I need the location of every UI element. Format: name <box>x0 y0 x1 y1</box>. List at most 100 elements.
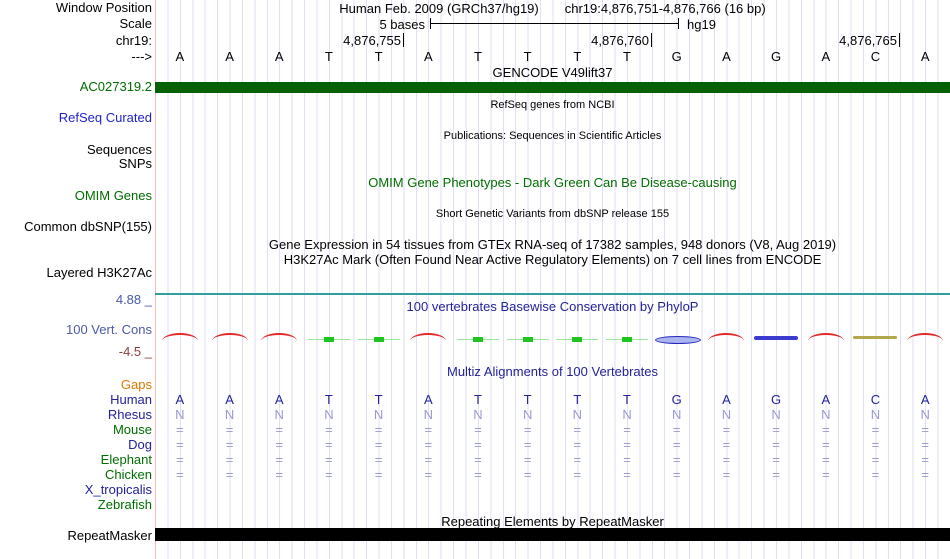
multiz-species-rhesus[interactable]: Rhesus <box>107 407 152 422</box>
multiz-cell: = <box>225 467 234 482</box>
conservation-mark-blue_bar <box>754 336 799 340</box>
multiz-cell: = <box>573 437 582 452</box>
multiz-cell: N <box>175 407 185 422</box>
multiz-cell: = <box>474 437 482 452</box>
track-label-layered-h3k27ac[interactable]: Layered H3K27Ac <box>46 265 152 280</box>
conservation-mark-red <box>410 333 447 341</box>
multiz-cell: = <box>772 452 780 467</box>
multiz-cell: A <box>423 392 433 407</box>
multiz-cell: = <box>176 422 184 437</box>
multiz-cell: T <box>573 392 582 407</box>
track-label--[interactable]: ---> <box>131 49 152 64</box>
conservation-mark-red <box>708 333 745 341</box>
multiz-cell: N <box>672 407 682 422</box>
multiz-cell: = <box>573 467 582 482</box>
multiz-species-chicken[interactable]: Chicken <box>105 467 152 482</box>
multiz-cell: = <box>921 452 929 467</box>
position-tick: 4,876,760 <box>559 33 652 48</box>
track-title[interactable]: 100 vertebrates Basewise Conservation by… <box>406 299 699 314</box>
track-title[interactable]: Multiz Alignments of 100 Vertebrates <box>446 364 658 379</box>
base-letter: T <box>473 49 482 64</box>
track-label-scale: Scale <box>119 16 152 31</box>
multiz-cell: N <box>721 407 732 422</box>
multiz-cell: = <box>871 467 880 482</box>
base-letter: G <box>671 49 682 64</box>
conservation-mark-green <box>606 336 649 343</box>
multiz-cell: N <box>771 407 781 422</box>
track-label-refseq-curated[interactable]: RefSeq Curated <box>58 110 152 125</box>
multiz-cell: N <box>622 407 632 422</box>
multiz-species-elephant[interactable]: Elephant <box>100 452 152 467</box>
multiz-cell: T <box>324 392 333 407</box>
base-letter: C <box>870 49 881 64</box>
track-title[interactable]: H3K27Ac Mark (Often Found Near Active Re… <box>283 252 822 267</box>
multiz-cell: = <box>623 467 631 482</box>
multiz-species-gaps[interactable]: Gaps <box>120 377 152 392</box>
track-title[interactable]: Short Genetic Variants from dbSNP releas… <box>435 208 670 220</box>
repeatmasker-element-bar[interactable] <box>155 528 950 541</box>
multiz-cell: = <box>474 452 482 467</box>
track-label-repeatmasker[interactable]: RepeatMasker <box>67 528 152 543</box>
multiz-cell: = <box>275 452 284 467</box>
scale-ruler-line <box>430 18 679 29</box>
track-label-common-dbsnp-155-[interactable]: Common dbSNP(155) <box>24 219 152 234</box>
multiz-species-mouse[interactable]: Mouse <box>112 422 152 437</box>
track-title[interactable]: Repeating Elements by RepeatMasker <box>441 514 664 529</box>
multiz-cell: C <box>870 392 881 407</box>
track-label-sequences[interactable]: Sequences <box>86 142 152 157</box>
multiz-cell: = <box>523 422 532 437</box>
multiz-cell: A <box>274 392 284 407</box>
multiz-cell: N <box>920 407 930 422</box>
conservation-mark-green <box>357 336 400 343</box>
track-label--4-5-: -4.5 _ <box>118 344 152 359</box>
multiz-species-dog[interactable]: Dog <box>128 437 152 452</box>
conservation-mark-blue_lens <box>654 336 701 344</box>
track-title[interactable]: Publications: Sequences in Scientific Ar… <box>443 130 662 142</box>
multiz-cell: = <box>474 422 482 437</box>
track-label-omim-genes[interactable]: OMIM Genes <box>74 188 152 203</box>
multiz-cell: T <box>523 392 532 407</box>
multiz-cell: = <box>374 422 383 437</box>
multiz-cell: = <box>871 422 880 437</box>
base-letter: A <box>423 49 433 64</box>
track-title[interactable]: RefSeq genes from NCBI <box>490 99 615 111</box>
gencode-transcript-bar[interactable] <box>155 82 950 93</box>
multiz-species-human[interactable]: Human <box>110 392 152 407</box>
track-title[interactable]: Gene Expression in 54 tissues from GTEx … <box>268 237 837 252</box>
multiz-cell: = <box>722 467 731 482</box>
multiz-cell: = <box>275 437 284 452</box>
multiz-cell: N <box>522 407 533 422</box>
track-title[interactable]: OMIM Gene Phenotypes - Dark Green Can Be… <box>368 175 737 190</box>
multiz-cell: = <box>424 467 433 482</box>
multiz-cell: T <box>374 392 383 407</box>
multiz-species-zebrafish[interactable]: Zebrafish <box>97 497 152 512</box>
multiz-cell: = <box>424 452 433 467</box>
track-label-100-vert-cons[interactable]: 100 Vert. Cons <box>66 322 152 337</box>
track-label-ac027319-2[interactable]: AC027319.2 <box>79 79 152 94</box>
multiz-cell: = <box>176 467 184 482</box>
multiz-cell: = <box>821 437 830 452</box>
conservation-mark-green <box>307 336 350 343</box>
conservation-mark-green <box>456 336 499 343</box>
multiz-cell: N <box>423 407 433 422</box>
track-label-snps[interactable]: SNPs <box>118 156 152 171</box>
multiz-cell: N <box>274 407 284 422</box>
base-letter: G <box>771 49 782 64</box>
multiz-species-x_tropicalis[interactable]: X_tropicalis <box>84 482 152 497</box>
multiz-cell: = <box>672 467 681 482</box>
base-letter: T <box>374 49 383 64</box>
assembly-short-label: hg19 <box>687 17 716 32</box>
track-title[interactable]: GENCODE V49lift37 <box>492 65 613 80</box>
multiz-cell: = <box>176 452 184 467</box>
position-tick: 4,876,765 <box>807 33 900 48</box>
multiz-cell: = <box>573 452 582 467</box>
multiz-cell: A <box>175 392 185 407</box>
multiz-cell: = <box>225 437 234 452</box>
base-letter: T <box>523 49 532 64</box>
multiz-cell: = <box>474 467 482 482</box>
multiz-cell: = <box>672 422 681 437</box>
multiz-cell: = <box>424 422 433 437</box>
multiz-cell: = <box>672 452 681 467</box>
base-letter: A <box>175 49 185 64</box>
